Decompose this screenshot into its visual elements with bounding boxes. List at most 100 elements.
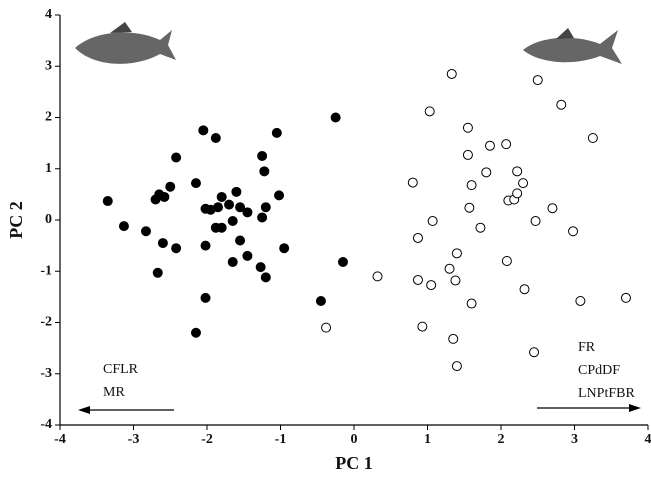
point [315, 295, 326, 306]
x-tick-label: -2 [201, 432, 213, 447]
y-tick-label: -1 [40, 263, 52, 278]
point [260, 202, 271, 213]
point [462, 122, 473, 133]
point [466, 298, 477, 309]
point [450, 275, 461, 286]
fish-icon [523, 28, 622, 64]
point [427, 216, 438, 227]
point [448, 333, 459, 344]
point [200, 240, 211, 251]
point [271, 127, 282, 138]
point [481, 167, 492, 178]
point [462, 149, 473, 160]
point [140, 226, 151, 237]
point [330, 112, 341, 123]
point [242, 207, 253, 218]
point [257, 212, 268, 223]
point [426, 280, 437, 291]
y-axis-label: PC 2 [6, 201, 26, 239]
point [532, 75, 543, 86]
point [424, 106, 435, 117]
y-tick-label: 3 [45, 58, 52, 73]
point [171, 152, 182, 163]
point [227, 257, 238, 268]
point [446, 68, 457, 79]
point [259, 166, 270, 177]
point [512, 188, 523, 199]
point [417, 321, 428, 332]
point [501, 256, 512, 266]
point [235, 202, 246, 213]
point [274, 190, 285, 201]
point [512, 166, 523, 177]
x-axis-label: PC 1 [335, 453, 373, 473]
y-tick-label: 0 [45, 212, 52, 227]
point [587, 133, 598, 143]
point [224, 199, 235, 210]
point [198, 125, 209, 136]
x-tick-label: 2 [498, 432, 505, 447]
point [547, 203, 558, 214]
x-tick-label: -4 [54, 432, 66, 447]
point [157, 238, 168, 249]
y-tick-label: 2 [45, 110, 52, 125]
point [575, 295, 586, 306]
point [213, 202, 224, 213]
point [210, 133, 221, 143]
point [152, 267, 163, 278]
y-tick-label: -3 [40, 366, 52, 381]
point [260, 272, 271, 283]
point [451, 361, 462, 372]
point [501, 139, 512, 150]
point [242, 250, 253, 261]
annotation: CFLR [103, 362, 139, 377]
x-tick-label: 1 [424, 432, 431, 447]
point [216, 191, 227, 202]
x-tick-label: 3 [571, 432, 578, 447]
point [216, 222, 227, 233]
point [466, 180, 477, 191]
point [529, 347, 540, 358]
x-tick-label: 0 [351, 432, 358, 447]
y-tick-label: 4 [45, 7, 52, 22]
point [231, 186, 242, 197]
arrow-right [537, 404, 641, 412]
point [102, 196, 113, 207]
point [556, 99, 567, 110]
annotation: CPdDF [578, 363, 620, 378]
annotation: MR [103, 385, 125, 400]
x-tick-label: -1 [275, 432, 287, 447]
point [518, 178, 529, 189]
y-tick-label: -2 [40, 315, 52, 330]
point [235, 235, 246, 246]
point [451, 248, 462, 259]
point [337, 257, 348, 268]
point [484, 140, 495, 151]
point [464, 202, 475, 213]
annotation: FR [578, 340, 596, 355]
point [321, 322, 332, 333]
point [255, 262, 266, 273]
point [171, 243, 182, 254]
annotation: LNPtFBR [578, 386, 635, 401]
point [279, 243, 290, 254]
point [200, 292, 211, 303]
point [412, 274, 423, 285]
point [227, 216, 238, 227]
point [568, 226, 579, 237]
point [190, 178, 201, 189]
point [412, 232, 423, 243]
point [165, 181, 176, 192]
arrow-left [78, 406, 174, 414]
point [475, 222, 486, 233]
point [407, 177, 418, 188]
y-tick-label: 1 [45, 161, 52, 176]
y-tick-label: -4 [40, 417, 52, 432]
x-tick-label: 4 [645, 432, 651, 447]
point [159, 191, 170, 202]
fish-icon [75, 22, 176, 64]
point [620, 292, 631, 303]
point [257, 150, 268, 161]
